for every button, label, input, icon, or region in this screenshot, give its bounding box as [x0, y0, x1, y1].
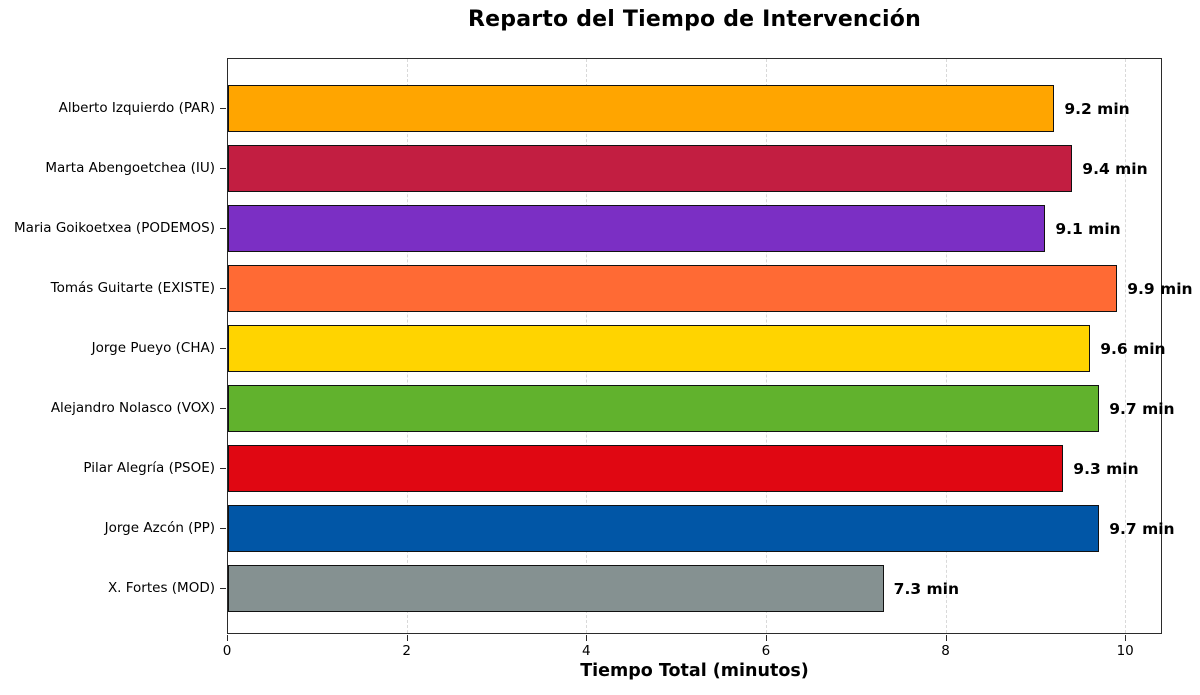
- bar-3: [228, 205, 1046, 252]
- x-tick: [406, 635, 408, 641]
- bar-value-label: 9.7 min: [1109, 519, 1175, 538]
- bar-value-label: 7.3 min: [893, 579, 960, 598]
- category-label: Marta Abengoetchea (IU): [45, 159, 215, 176]
- x-tick-label: 10: [1116, 643, 1134, 659]
- x-tick-label: 8: [941, 643, 950, 659]
- y-tick: [220, 107, 226, 109]
- bar-value-label: 9.2 min: [1064, 99, 1130, 118]
- bar-7: [228, 445, 1064, 492]
- bar-value-label: 9.9 min: [1127, 279, 1193, 298]
- category-label: Alejandro Nolasco (VOX): [50, 399, 215, 416]
- bar-1: [228, 85, 1055, 132]
- category-label: Jorge Pueyo (CHA): [91, 339, 215, 356]
- bar-value-label: 9.1 min: [1055, 219, 1121, 238]
- y-tick: [220, 407, 226, 409]
- bar-4: [228, 265, 1118, 312]
- x-tick: [1125, 635, 1127, 641]
- y-tick: [220, 467, 226, 469]
- bar-value-label: 9.3 min: [1073, 459, 1139, 478]
- category-label: Tomás Guitarte (EXISTE): [50, 279, 215, 296]
- y-tick: [220, 227, 226, 229]
- bar-5: [228, 325, 1091, 372]
- category-label: X. Fortes (MOD): [107, 579, 215, 596]
- x-tick-label: 0: [222, 643, 232, 659]
- x-gridline: [1125, 59, 1127, 633]
- chart-title: Reparto del Tiempo de Intervención: [468, 7, 921, 32]
- bar-6: [228, 385, 1100, 432]
- category-label: Pilar Alegría (PSOE): [83, 459, 215, 476]
- bar-value-label: 9.6 min: [1100, 339, 1166, 358]
- y-tick: [220, 167, 226, 169]
- category-label: Alberto Izquierdo (PAR): [58, 99, 215, 116]
- y-tick: [220, 527, 226, 529]
- bar-2: [228, 145, 1073, 192]
- x-tick-label: 2: [402, 643, 411, 659]
- y-tick: [220, 347, 226, 349]
- category-label: Jorge Azcón (PP): [104, 519, 215, 536]
- x-tick: [765, 635, 767, 641]
- bar-9: [228, 565, 884, 612]
- x-axis-label: Tiempo Total (minutos): [580, 661, 809, 681]
- y-tick: [220, 587, 226, 589]
- x-tick: [586, 635, 588, 641]
- x-tick: [227, 635, 228, 641]
- bar-value-label: 9.7 min: [1109, 399, 1175, 418]
- x-tick-label: 6: [761, 643, 771, 659]
- plot-area: 9.2 min 9.4 min 9.1 min 9.9 min 9.6 min 9.7 m…: [227, 58, 1193, 634]
- x-tick-label: 4: [581, 643, 591, 659]
- bar-value-label: 9.4 min: [1082, 159, 1148, 178]
- x-tick: [945, 635, 947, 641]
- category-label: Maria Goikoetxea (PODEMOS): [14, 219, 215, 236]
- bar-8: [228, 505, 1100, 552]
- y-tick: [220, 287, 226, 289]
